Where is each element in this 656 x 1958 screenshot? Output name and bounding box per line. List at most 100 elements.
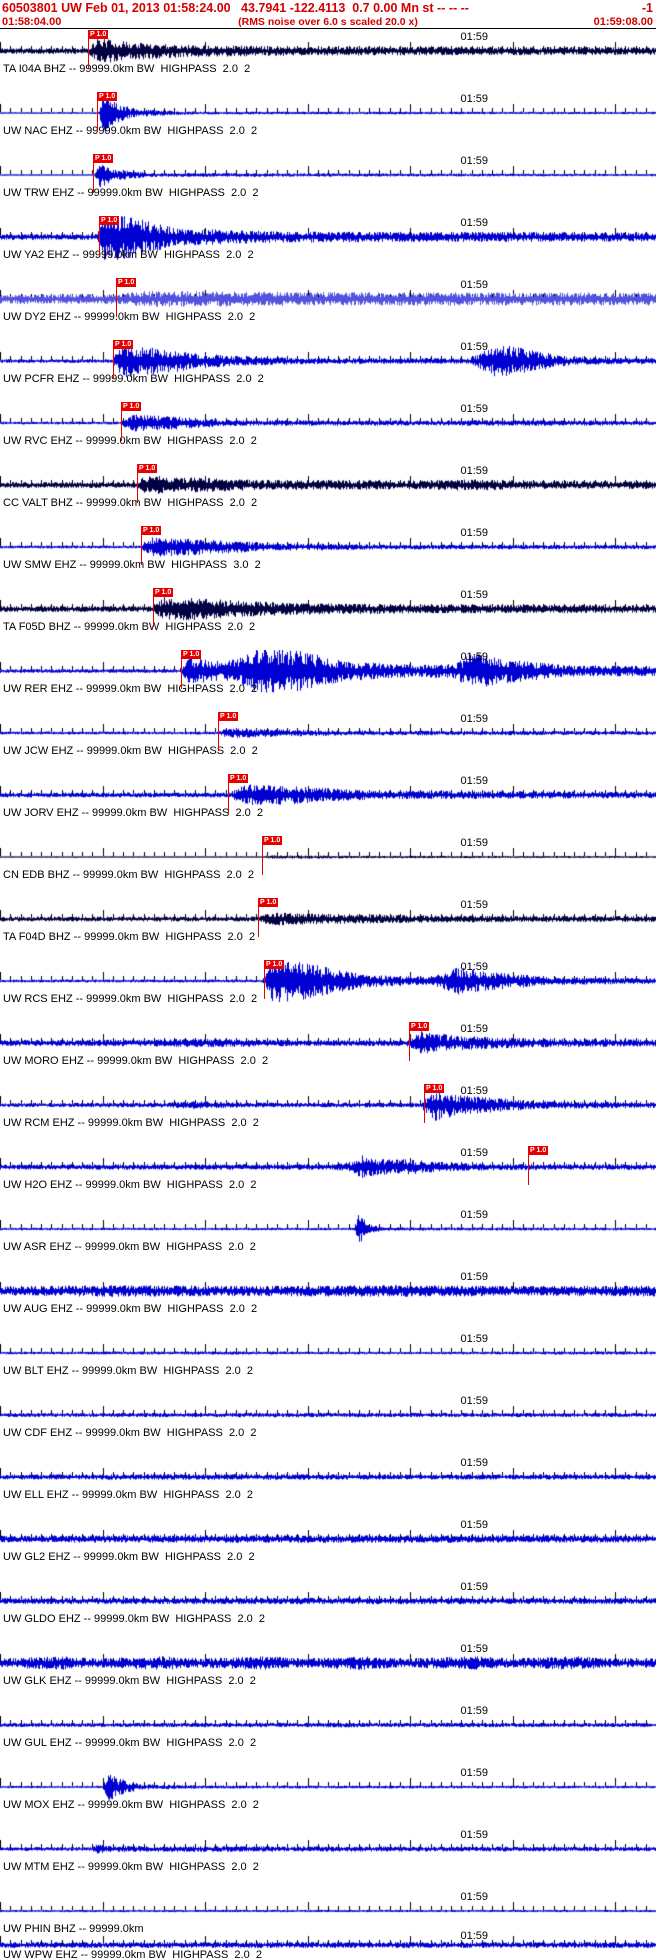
waveform-canvas[interactable] — [0, 1270, 656, 1332]
trace-panel[interactable]: 01:59 TA F05D BHZ -- 99999.0km BW HIGHPA… — [0, 588, 656, 650]
trace-station-label: UW H2O EHZ -- 99999.0km BW HIGHPASS 2.0 … — [3, 1179, 257, 1191]
waveform-canvas[interactable] — [0, 1022, 656, 1084]
waveform-canvas[interactable] — [0, 154, 656, 216]
pick-flag[interactable]: P 1.0 — [153, 588, 174, 597]
pick-flag[interactable]: P 1.0 — [264, 960, 285, 969]
trace-panel[interactable]: 01:59 UW BLT EHZ -- 99999.0km BW HIGHPAS… — [0, 1332, 656, 1394]
trace-panel[interactable]: 01:59 UW ELL EHZ -- 99999.0km BW HIGHPAS… — [0, 1456, 656, 1518]
trace-station-label: UW MTM EHZ -- 99999.0km BW HIGHPASS 2.0 … — [3, 1861, 259, 1873]
waveform-canvas[interactable] — [0, 278, 656, 340]
pick-line — [121, 411, 122, 441]
waveform-canvas[interactable] — [0, 898, 656, 960]
waveform-canvas[interactable] — [0, 836, 656, 898]
trace-panel[interactable]: 01:59 UW SMW EHZ -- 99999.0km BW HIGHPAS… — [0, 526, 656, 588]
pick-flag[interactable]: P 1.0 — [218, 712, 239, 721]
waveform-canvas[interactable] — [0, 1704, 656, 1766]
waveform-canvas[interactable] — [0, 1394, 656, 1456]
trace-panel[interactable]: 01:59 UW WPW EHZ -- 99999.0km BW HIGHPAS… — [0, 1930, 656, 1958]
trace-panel[interactable]: 01:59 UW DY2 EHZ -- 99999.0km BW HIGHPAS… — [0, 278, 656, 340]
trace-panel[interactable]: 01:59 UW H2O EHZ -- 99999.0km BW HIGHPAS… — [0, 1146, 656, 1208]
pick-flag[interactable]: P 1.0 — [262, 836, 283, 845]
pick-flag[interactable]: P 1.0 — [409, 1022, 430, 1031]
trace-time-label: 01:59 — [460, 403, 488, 415]
waveform-canvas[interactable] — [0, 712, 656, 774]
trace-station-label: TA F04D BHZ -- 99999.0km BW HIGHPASS 2.0… — [3, 931, 256, 943]
waveform-canvas[interactable] — [0, 340, 656, 402]
pick-flag[interactable]: P 1.0 — [88, 30, 109, 39]
pick-flag[interactable]: P 1.0 — [424, 1084, 445, 1093]
waveform-canvas[interactable] — [0, 464, 656, 526]
pick-flag[interactable]: P 1.0 — [228, 774, 249, 783]
trace-time-label: 01:59 — [460, 1457, 488, 1469]
window-start-time: 01:58:04.00 — [2, 16, 62, 28]
trace-panel[interactable]: 01:59 UW JORV EHZ -- 99999.0km BW HIGHPA… — [0, 774, 656, 836]
pick-flag[interactable]: P 1.0 — [116, 278, 137, 287]
waveform-canvas[interactable] — [0, 1332, 656, 1394]
trace-panel[interactable]: 01:59 TA I04A BHZ -- 99999.0km BW HIGHPA… — [0, 30, 656, 92]
waveform-canvas[interactable] — [0, 1146, 656, 1208]
pick-flag[interactable]: P 1.0 — [97, 92, 118, 101]
trace-panel[interactable]: 01:59 UW AUG EHZ -- 99999.0km BW HIGHPAS… — [0, 1270, 656, 1332]
trace-panel[interactable]: 01:59 UW GLK EHZ -- 99999.0km BW HIGHPAS… — [0, 1642, 656, 1704]
waveform-canvas[interactable] — [0, 1518, 656, 1580]
waveform-canvas[interactable] — [0, 1580, 656, 1642]
pick-line — [528, 1155, 529, 1185]
pick-flag[interactable]: P 1.0 — [99, 216, 120, 225]
pick-flag[interactable]: P 1.0 — [141, 526, 162, 535]
waveform-canvas[interactable] — [0, 960, 656, 1022]
waveform-canvas[interactable] — [0, 92, 656, 154]
waveform-canvas[interactable] — [0, 402, 656, 464]
trace-time-label: 01:59 — [460, 341, 488, 353]
trace-time-label: 01:59 — [460, 1271, 488, 1283]
trace-panel[interactable]: 01:59 UW GLDO EHZ -- 99999.0km BW HIGHPA… — [0, 1580, 656, 1642]
pick-flag[interactable]: P 1.0 — [528, 1146, 549, 1155]
trace-panel[interactable]: 01:59 CN EDB BHZ -- 99999.0km BW HIGHPAS… — [0, 836, 656, 898]
pick-flag[interactable]: P 1.0 — [121, 402, 142, 411]
trace-panel[interactable]: 01:59 UW MOX EHZ -- 99999.0km BW HIGHPAS… — [0, 1766, 656, 1828]
pick-flag[interactable]: P 1.0 — [93, 154, 114, 163]
trace-panel[interactable]: 01:59 UW RCM EHZ -- 99999.0km BW HIGHPAS… — [0, 1084, 656, 1146]
pick-flag[interactable]: P 1.0 — [137, 464, 158, 473]
trace-panel[interactable]: 01:59 UW TRW EHZ -- 99999.0km BW HIGHPAS… — [0, 154, 656, 216]
waveform-canvas[interactable] — [0, 588, 656, 650]
trace-panel[interactable]: 01:59 UW RVC EHZ -- 99999.0km BW HIGHPAS… — [0, 402, 656, 464]
trace-panel[interactable]: 01:59 UW PCFR EHZ -- 99999.0km BW HIGHPA… — [0, 340, 656, 402]
waveform-canvas[interactable] — [0, 1766, 656, 1828]
trace-panel[interactable]: 01:59 UW NAC EHZ -- 99999.0km BW HIGHPAS… — [0, 92, 656, 154]
pick-flag[interactable]: P 1.0 — [258, 898, 279, 907]
waveform-canvas[interactable] — [0, 1828, 656, 1890]
pick-flag[interactable]: P 1.0 — [181, 650, 202, 659]
trace-panel[interactable]: 01:59 UW YA2 EHZ -- 99999.0km BW HIGHPAS… — [0, 216, 656, 278]
trace-panel[interactable]: 01:59 UW GL2 EHZ -- 99999.0km BW HIGHPAS… — [0, 1518, 656, 1580]
trace-station-label: UW NAC EHZ -- 99999.0km BW HIGHPASS 2.0 … — [3, 125, 258, 137]
trace-panel[interactable]: 01:59 UW CDF EHZ -- 99999.0km BW HIGHPAS… — [0, 1394, 656, 1456]
trace-time-label: 01:59 — [460, 1147, 488, 1159]
pick-line — [181, 659, 182, 689]
trace-station-label: UW RVC EHZ -- 99999.0km BW HIGHPASS 2.0 … — [3, 435, 257, 447]
waveform-canvas[interactable] — [0, 1642, 656, 1704]
trace-panel[interactable]: 01:59 UW MTM EHZ -- 99999.0km BW HIGHPAS… — [0, 1828, 656, 1890]
waveform-canvas[interactable] — [0, 1208, 656, 1270]
waveform-canvas[interactable] — [0, 774, 656, 836]
window-end-time: 01:59:08.00 — [593, 16, 653, 28]
waveform-canvas[interactable] — [0, 216, 656, 278]
waveform-canvas[interactable] — [0, 30, 656, 92]
trace-panel[interactable]: 01:59 UW GUL EHZ -- 99999.0km BW HIGHPAS… — [0, 1704, 656, 1766]
waveform-canvas[interactable] — [0, 1930, 656, 1958]
trace-panel[interactable]: 01:59 UW RER EHZ -- 99999.0km BW HIGHPAS… — [0, 650, 656, 712]
trace-panel[interactable]: 01:59 UW RCS EHZ -- 99999.0km BW HIGHPAS… — [0, 960, 656, 1022]
waveform-canvas[interactable] — [0, 1456, 656, 1518]
trace-panel[interactable]: 01:59 TA F04D BHZ -- 99999.0km BW HIGHPA… — [0, 898, 656, 960]
waveform-canvas[interactable] — [0, 650, 656, 712]
trace-panel[interactable]: 01:59 UW MORO EHZ -- 99999.0km BW HIGHPA… — [0, 1022, 656, 1084]
trace-panel[interactable]: 01:59 UW ASR EHZ -- 99999.0km BW HIGHPAS… — [0, 1208, 656, 1270]
trace-time-label: 01:59 — [460, 1519, 488, 1531]
waveform-canvas[interactable] — [0, 526, 656, 588]
trace-panel[interactable]: 01:59 CC VALT BHZ -- 99999.0km BW HIGHPA… — [0, 464, 656, 526]
trace-station-label: UW ASR EHZ -- 99999.0km BW HIGHPASS 2.0 … — [3, 1241, 256, 1253]
waveform-canvas[interactable] — [0, 1084, 656, 1146]
trace-time-label: 01:59 — [460, 713, 488, 725]
trace-panel[interactable]: 01:59 UW JCW EHZ -- 99999.0km BW HIGHPAS… — [0, 712, 656, 774]
pick-line — [228, 783, 229, 813]
pick-flag[interactable]: P 1.0 — [113, 340, 134, 349]
